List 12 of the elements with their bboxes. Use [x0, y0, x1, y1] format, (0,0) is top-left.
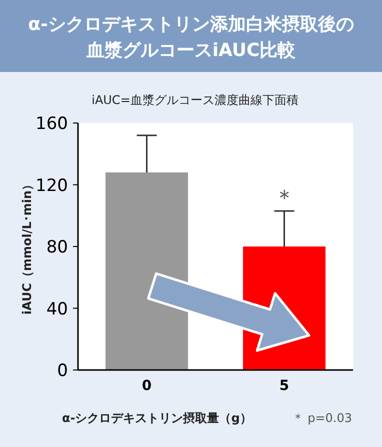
x-axis-title: α-シクロデキストリン摂取量（g）	[62, 411, 252, 425]
x-tick-label: 5	[279, 378, 290, 394]
chart-subtitle: iAUC=血漿グルコース濃度曲線下面積	[92, 93, 298, 107]
y-tick-label: 120	[36, 176, 68, 196]
text: ＊ p=0.03	[292, 411, 352, 425]
y-tick-label: 0	[57, 361, 68, 381]
chart-title: α-シクロデキストリン添加白米摂取後の血漿グルコースiAUC比較	[28, 14, 354, 61]
y-tick-label: 80	[46, 238, 68, 258]
annotation: ＊	[273, 186, 296, 212]
y-tick-label: 40	[46, 299, 68, 320]
y-axis-title: iAUC（mmol/L･min）	[20, 178, 34, 315]
y-tick-label: 160	[36, 114, 68, 134]
